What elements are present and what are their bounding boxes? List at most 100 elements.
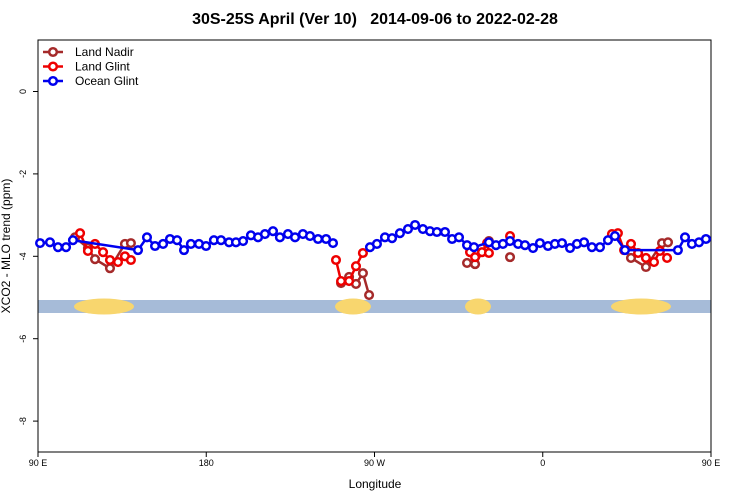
data-point — [344, 275, 355, 287]
data-point — [350, 261, 362, 272]
data-point — [60, 242, 72, 253]
data-point — [640, 261, 651, 273]
data-point — [201, 240, 212, 252]
data-point — [564, 243, 576, 254]
data-point — [149, 240, 161, 252]
data-point — [178, 245, 190, 256]
data-point — [648, 257, 660, 268]
data-point — [104, 254, 116, 266]
x-tick-label: 90 E — [29, 458, 48, 468]
x-tick-label: 0 — [540, 458, 545, 468]
data-point — [504, 252, 516, 263]
x-tick-label: 180 — [199, 458, 214, 468]
legend-marker — [47, 61, 59, 72]
data-point — [439, 226, 451, 238]
data-point — [640, 252, 651, 263]
data-point — [321, 233, 332, 245]
data-point — [125, 238, 136, 249]
data-point — [75, 228, 86, 239]
data-point — [602, 235, 614, 246]
y-tick-label: -4 — [18, 252, 28, 260]
ocean-band — [38, 300, 711, 313]
data-point — [527, 243, 539, 254]
data-point — [609, 231, 620, 242]
data-point — [625, 252, 637, 263]
data-point — [327, 238, 339, 249]
data-point — [132, 245, 144, 256]
data-point — [125, 254, 136, 266]
data-point — [662, 252, 673, 263]
x-axis-label: Longitude — [349, 477, 402, 491]
y-tick-label: -8 — [18, 417, 28, 425]
x-tick-label: 90 W — [364, 458, 386, 468]
data-point — [579, 237, 590, 248]
data-point — [410, 219, 421, 231]
y-tick-label: 0 — [18, 89, 28, 94]
data-point — [238, 236, 249, 247]
data-point — [185, 238, 196, 249]
data-point — [679, 232, 691, 243]
data-point — [672, 245, 683, 256]
data-point — [215, 235, 227, 246]
land-patch — [74, 298, 134, 315]
chart-title: 30S-25S April (Ver 10) 2014-09-06 to 202… — [192, 11, 558, 28]
data-point — [371, 238, 382, 249]
legend-marker — [47, 75, 59, 87]
legend-label: Land Nadir — [75, 45, 134, 59]
data-point — [274, 232, 285, 243]
data-point — [335, 275, 347, 287]
x-tick-label: 90 E — [702, 458, 721, 468]
data-point — [453, 232, 465, 243]
data-point — [44, 237, 56, 248]
data-point — [594, 242, 606, 253]
data-point — [289, 232, 301, 243]
data-point — [35, 238, 46, 249]
data-point — [364, 289, 375, 301]
data-point — [112, 257, 124, 268]
data-point — [267, 226, 279, 237]
data-point — [52, 242, 64, 253]
legend-label: Ocean Glint — [75, 74, 139, 88]
land-ocean-band — [38, 298, 711, 315]
data-point — [700, 233, 712, 245]
data-point — [519, 240, 531, 251]
data-point — [394, 228, 405, 239]
data-point — [312, 233, 324, 245]
data-point — [534, 238, 545, 249]
data-point — [431, 226, 442, 238]
data-point — [556, 238, 568, 249]
data-point — [304, 231, 316, 242]
data-point — [625, 238, 637, 249]
data-point — [82, 245, 93, 256]
legend-label: Land Glint — [75, 60, 130, 74]
land-patch — [335, 298, 371, 315]
data-point — [330, 254, 342, 266]
land-patch — [611, 298, 671, 315]
data-point — [586, 242, 597, 253]
data-point — [158, 238, 169, 249]
data-point — [67, 235, 79, 246]
data-point — [619, 245, 631, 256]
data-point — [483, 247, 494, 259]
legend-marker — [47, 46, 59, 58]
data-point — [662, 237, 674, 248]
data-point — [504, 236, 516, 247]
y-tick-label: -6 — [18, 335, 28, 343]
data-point — [104, 263, 116, 274]
data-point — [470, 252, 481, 263]
data-point — [357, 247, 368, 259]
y-tick-label: -2 — [18, 170, 28, 178]
data-point — [387, 233, 398, 244]
data-point — [461, 257, 473, 268]
land-patch — [465, 298, 491, 315]
data-point — [468, 242, 480, 253]
data-point — [357, 268, 368, 279]
data-point — [141, 232, 153, 243]
data-point — [172, 235, 183, 246]
data-point — [259, 229, 271, 240]
y-axis-label: XCO2 - MLO trend (ppm) — [0, 179, 13, 314]
data-point — [89, 254, 101, 265]
data-point — [402, 224, 414, 235]
